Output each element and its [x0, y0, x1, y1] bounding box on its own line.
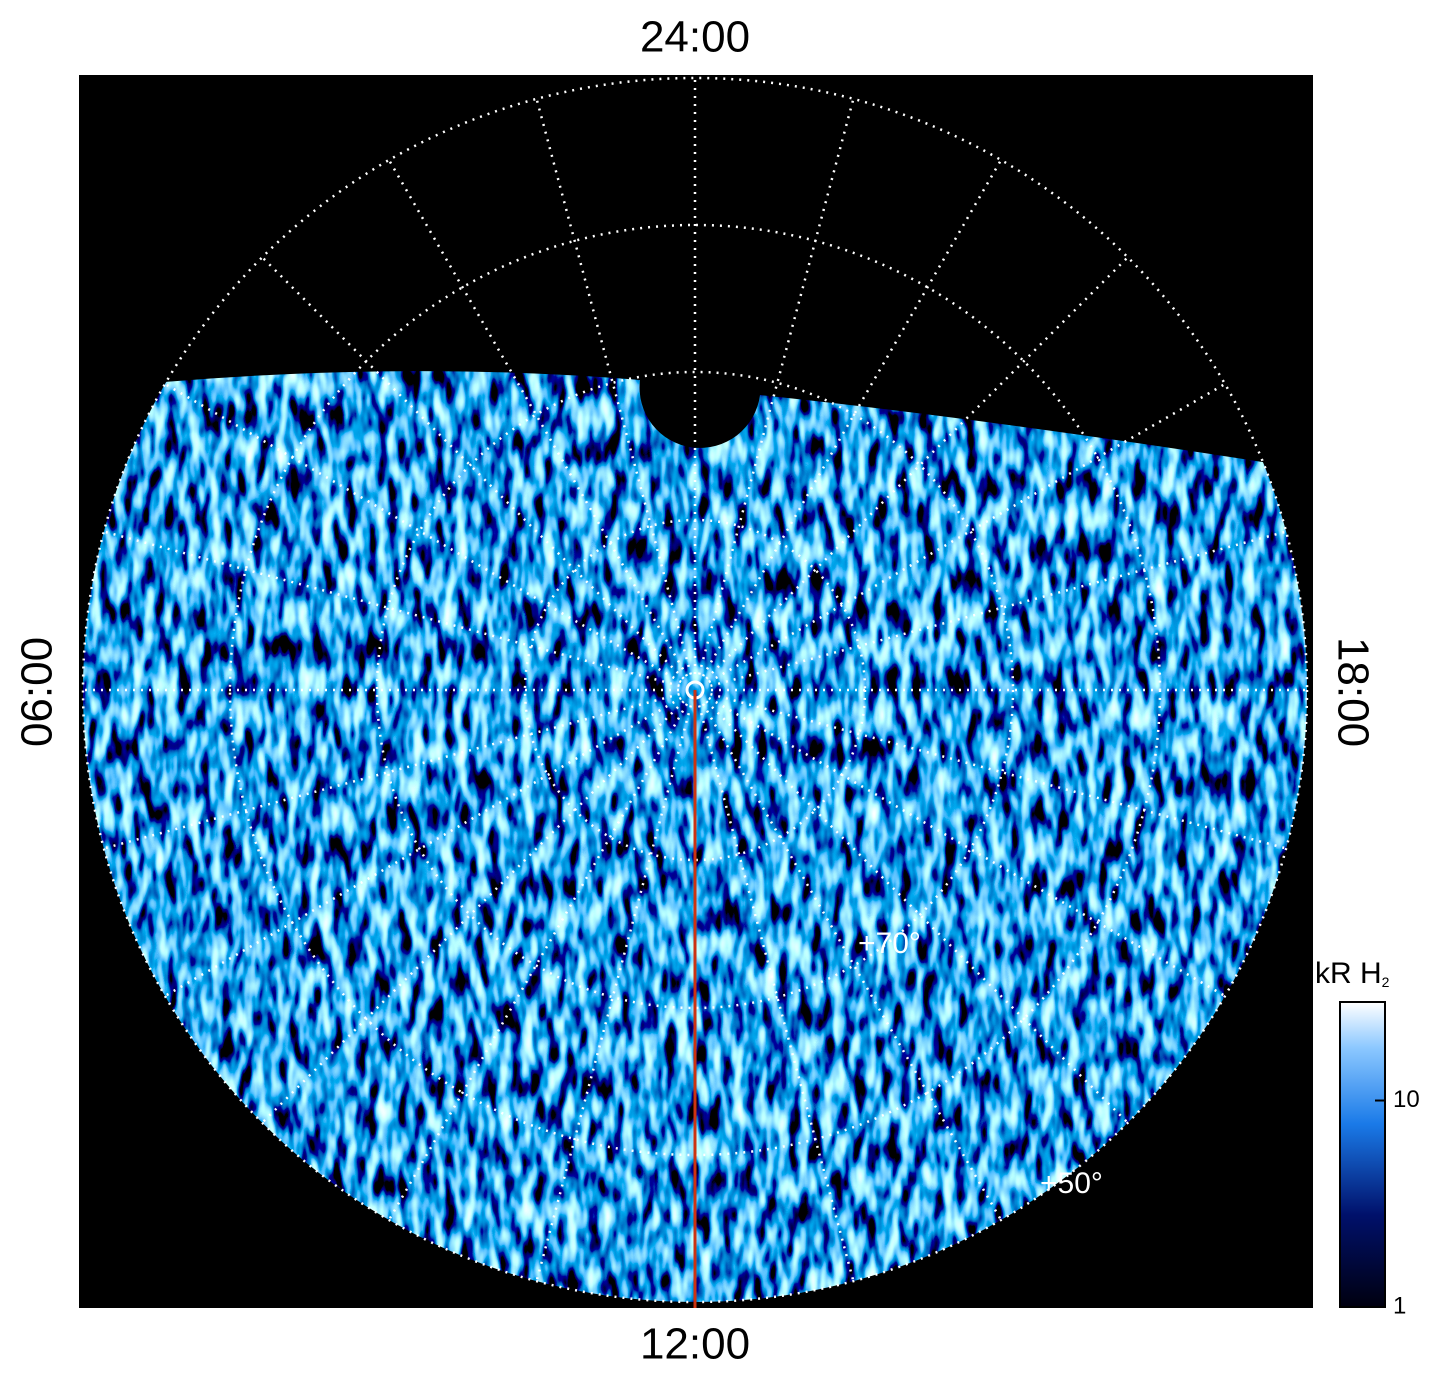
colorbar-tick-label: 10: [1393, 1086, 1420, 1113]
meridian: [387, 159, 689, 677]
time-label: 24:00: [640, 13, 750, 62]
time-label: 12:00: [640, 1320, 750, 1369]
latitude-label: +50°: [1040, 1167, 1103, 1200]
meridian: [103, 530, 680, 688]
meridian: [710, 530, 1287, 688]
meridian: [535, 705, 693, 1282]
meridian: [710, 692, 1287, 850]
meridian: [164, 382, 682, 684]
meridian: [701, 703, 1003, 1221]
colorbar-ticks: 1 10: [1375, 1086, 1420, 1319]
colorbar-title: kR H2: [1315, 957, 1390, 990]
colorbar-title-subscript: 2: [1382, 974, 1390, 990]
meridian: [535, 98, 693, 675]
meridian: [103, 692, 680, 850]
meridian: [708, 696, 1226, 998]
colorbar-title-text: kR H: [1315, 957, 1382, 990]
latitude-circle: [375, 370, 1015, 1010]
meridian: [701, 159, 1003, 677]
meridian: [261, 256, 685, 680]
meridian: [705, 256, 1129, 680]
meridian: [708, 382, 1226, 684]
latitude-label: +70°: [858, 927, 921, 960]
meridian: [697, 98, 855, 675]
meridian: [697, 705, 855, 1282]
time-label: 18:00: [1328, 637, 1377, 747]
meridian: [164, 696, 682, 998]
meridian: [705, 700, 1129, 1124]
time-label: 06:00: [13, 637, 62, 747]
colorbar: [1339, 1001, 1386, 1308]
polar-grid: [81, 76, 1309, 1304]
meridian: [387, 703, 689, 1221]
meridian: [261, 700, 685, 1124]
colorbar-tick-label: 1: [1393, 1292, 1406, 1319]
